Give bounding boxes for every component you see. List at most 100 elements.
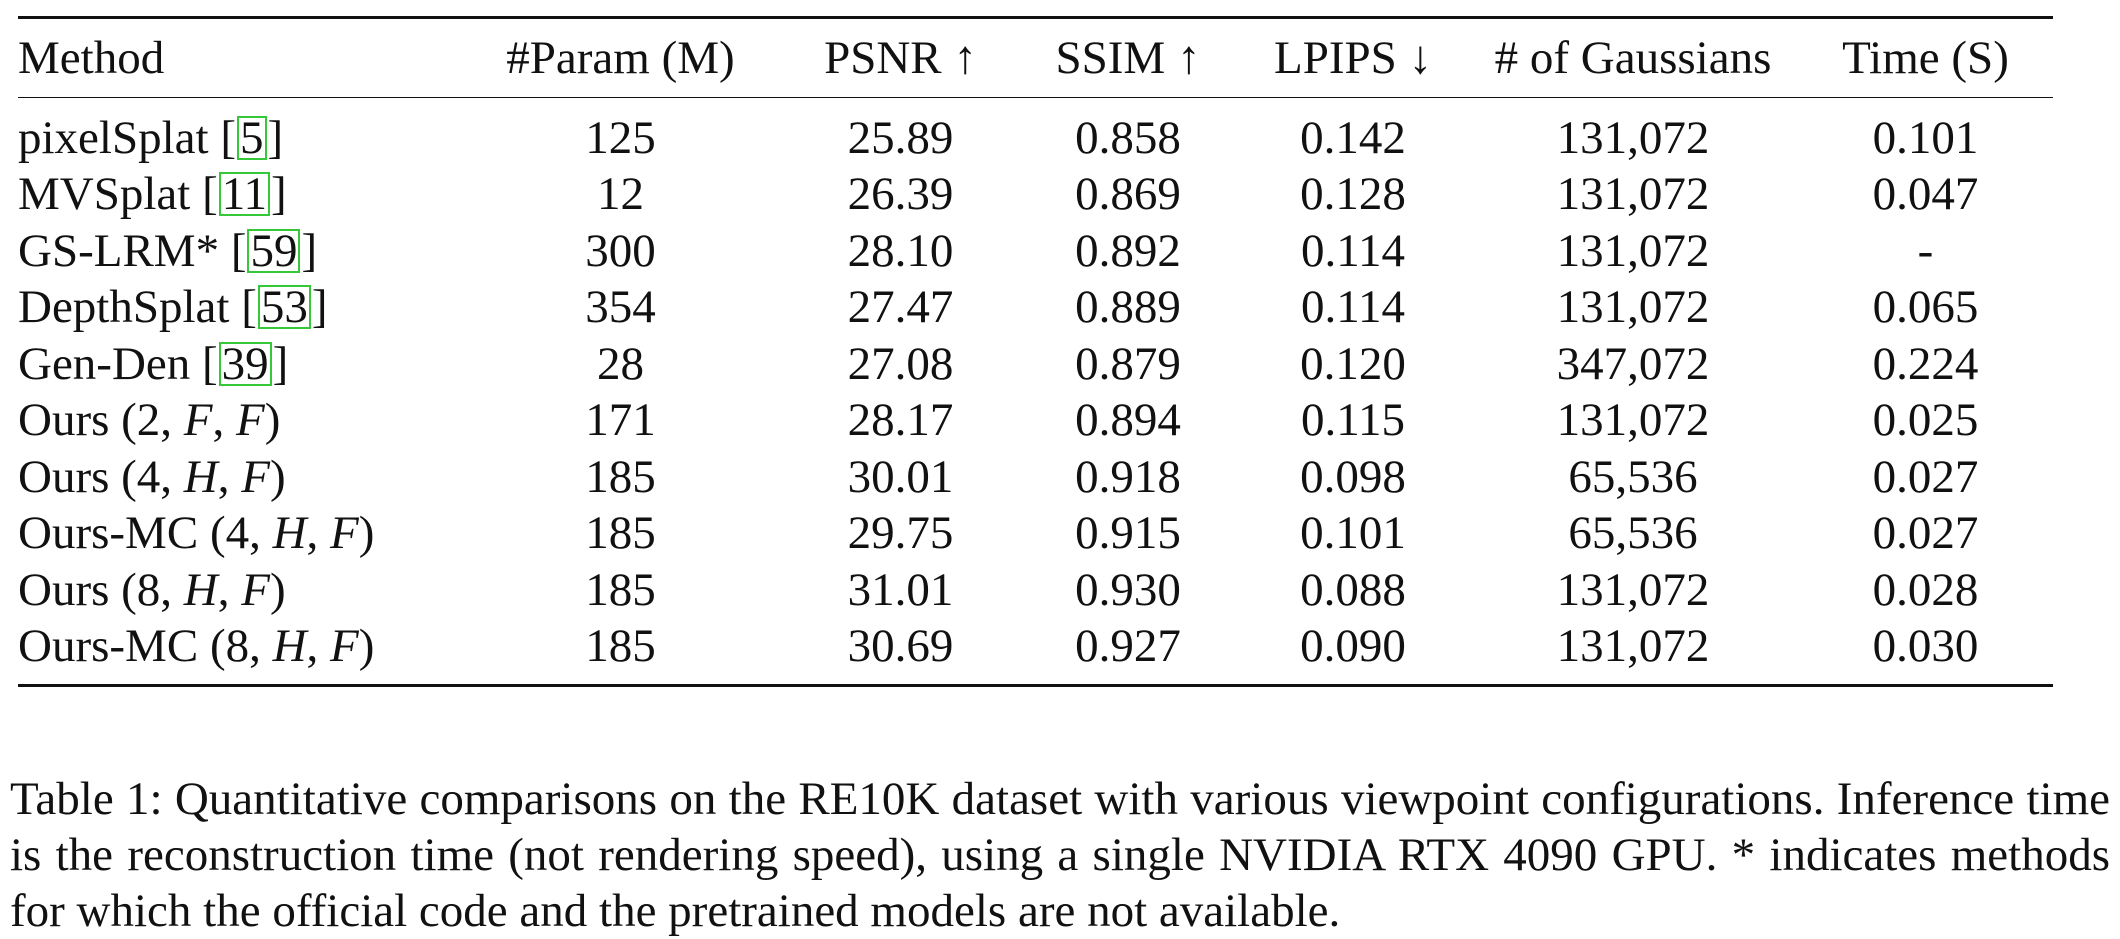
- cell-method: DepthSplat [53]: [18, 279, 458, 336]
- header-row: Method #Param (M) PSNR ↑ SSIM ↑ LPIPS ↓ …: [18, 17, 2053, 98]
- method-name: Ours: [18, 394, 122, 447]
- cell-lpips: 0.128: [1300, 168, 1406, 221]
- cell-psnr: 29.75: [847, 507, 954, 560]
- header-ssim: SSIM ↑: [1055, 32, 1201, 84]
- method-name: Ours-MC: [18, 507, 210, 560]
- cell-gaussians: 347,072: [1556, 337, 1710, 390]
- cell-params: 125: [585, 112, 656, 164]
- config-value: H: [183, 450, 218, 503]
- cell-lpips: 0.115: [1300, 394, 1405, 447]
- config-tuple: (8, H, F): [209, 620, 375, 672]
- cell-ssim: 0.889: [1075, 281, 1181, 334]
- config-value: 4: [136, 450, 161, 503]
- cell-params: 185: [585, 507, 656, 560]
- citation-link[interactable]: 53: [257, 284, 311, 331]
- cell-params: 300: [585, 224, 656, 277]
- config-value: F: [330, 507, 359, 560]
- header-time: Time (S): [1842, 32, 2009, 84]
- cell-time: 0.065: [1872, 281, 1979, 334]
- method-name: GS-LRM* [: [18, 224, 247, 277]
- method-name: pixelSplat [: [18, 112, 236, 164]
- citation-bracket: ]: [311, 281, 328, 334]
- cell-time: 0.101: [1872, 112, 1979, 164]
- table-row: Gen-Den [39] 28 27.08 0.879 0.120 347,072 0.22…: [18, 336, 2053, 393]
- table-caption: Table 1: Quantitative comparisons on the…: [10, 773, 2110, 937]
- table-row: Ours-MC (4, H, F) 185 29.75 0.915 0.101 65,53…: [18, 505, 2053, 562]
- citation-bracket: ]: [271, 168, 287, 221]
- cell-params: 28: [597, 337, 644, 390]
- config-value: 8: [136, 563, 161, 616]
- cell-method: Gen-Den [39]: [18, 336, 458, 393]
- cell-params: 185: [585, 563, 656, 616]
- cell-psnr: 25.89: [847, 112, 954, 164]
- cell-method: Ours (4, H, F): [18, 449, 458, 506]
- citation-link[interactable]: 39: [218, 340, 272, 387]
- header-params: #Param (M): [506, 32, 735, 84]
- cell-time: 0.224: [1872, 337, 1979, 390]
- cell-lpips: 0.101: [1300, 507, 1406, 560]
- config-value: 2: [136, 394, 161, 447]
- citation-link[interactable]: 59: [247, 227, 301, 274]
- cell-time: 0.028: [1872, 563, 1979, 616]
- cell-params: 185: [585, 620, 656, 672]
- cell-lpips: 0.090: [1300, 620, 1406, 672]
- method-name: Ours: [18, 563, 122, 616]
- config-value: 8: [225, 620, 250, 672]
- cell-gaussians: 131,072: [1556, 224, 1710, 277]
- cell-params: 185: [585, 450, 656, 503]
- results-table: Method #Param (M) PSNR ↑ SSIM ↑ LPIPS ↓ …: [18, 16, 2053, 687]
- cell-lpips: 0.088: [1300, 563, 1406, 616]
- cell-gaussians: 65,536: [1568, 507, 1698, 560]
- table-row: Ours (4, H, F) 185 30.01 0.918 0.098 65,536 0.…: [18, 449, 2053, 506]
- citation-bracket: ]: [301, 224, 318, 277]
- cell-method: GS-LRM* [59]: [18, 223, 458, 280]
- table-row: Ours (8, H, F) 185 31.01 0.930 0.088 131,072 0…: [18, 562, 2053, 619]
- cell-ssim: 0.918: [1075, 450, 1181, 503]
- cell-gaussians: 131,072: [1556, 563, 1710, 616]
- cell-lpips: 0.114: [1300, 281, 1405, 334]
- table-row: Ours (2, F, F) 171 28.17 0.894 0.115 131,072 0…: [18, 392, 2053, 449]
- cell-psnr: 30.01: [847, 450, 954, 503]
- table-row: Ours-MC (8, H, F) 185 30.69 0.927 0.090 131,0…: [18, 618, 2053, 686]
- table-body: pixelSplat [5] 125 25.89 0.858 0.142 131,072 0…: [18, 98, 2053, 686]
- header-psnr: PSNR ↑: [824, 32, 977, 84]
- cell-method: Ours-MC (8, H, F): [18, 618, 458, 686]
- cell-psnr: 27.08: [847, 337, 954, 390]
- table-row: DepthSplat [53] 354 27.47 0.889 0.114 131,072…: [18, 279, 2053, 336]
- cell-params: 12: [597, 168, 644, 221]
- cell-ssim: 0.927: [1075, 620, 1181, 672]
- citation-link[interactable]: 5: [237, 115, 267, 162]
- cell-gaussians: 65,536: [1568, 450, 1698, 503]
- config-value: 4: [225, 507, 250, 560]
- config-value: H: [272, 507, 307, 560]
- citation-link[interactable]: 11: [218, 171, 271, 218]
- cell-method: Ours (2, F, F): [18, 392, 458, 449]
- config-tuple: (4, H, F): [209, 507, 375, 560]
- table-row: GS-LRM* [59] 300 28.10 0.892 0.114 131,072 -: [18, 223, 2053, 280]
- cell-time: -: [1917, 224, 1934, 277]
- config-tuple: (2, F, F): [121, 394, 281, 447]
- cell-gaussians: 131,072: [1556, 168, 1710, 221]
- cell-time: 0.025: [1872, 394, 1979, 447]
- config-value: H: [183, 563, 218, 616]
- cell-psnr: 28.17: [847, 394, 954, 447]
- cell-lpips: 0.114: [1300, 224, 1405, 277]
- method-name: MVSplat [: [18, 168, 218, 221]
- header-lpips: LPIPS ↓: [1273, 32, 1433, 84]
- method-name: Ours: [18, 450, 122, 503]
- method-name: Ours-MC: [18, 620, 210, 672]
- cell-psnr: 31.01: [847, 563, 954, 616]
- cell-ssim: 0.915: [1075, 507, 1181, 560]
- header-method: Method: [18, 32, 165, 84]
- cell-lpips: 0.098: [1300, 450, 1406, 503]
- cell-method: Ours (8, H, F): [18, 562, 458, 619]
- cell-psnr: 28.10: [847, 224, 954, 277]
- config-tuple: (8, H, F): [121, 563, 286, 616]
- config-value: F: [330, 620, 359, 672]
- cell-psnr: 30.69: [847, 620, 954, 672]
- table-row: pixelSplat [5] 125 25.89 0.858 0.142 131,072 0…: [18, 98, 2053, 167]
- config-value: F: [183, 394, 213, 447]
- cell-gaussians: 131,072: [1556, 620, 1710, 672]
- cell-method: Ours-MC (4, H, F): [18, 505, 458, 562]
- cell-params: 171: [585, 394, 656, 447]
